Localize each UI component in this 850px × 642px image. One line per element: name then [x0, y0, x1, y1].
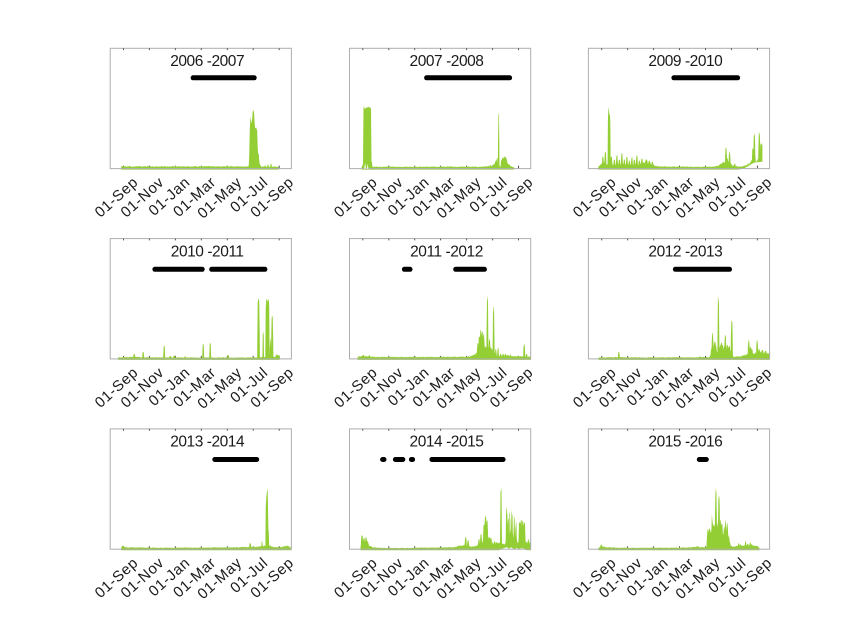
svg-text:2009 -2010: 2009 -2010: [648, 53, 723, 70]
svg-text:2006 -2007: 2006 -2007: [170, 53, 244, 70]
svg-text:2014 -2015: 2014 -2015: [410, 434, 484, 451]
svg-text:2015 -2016: 2015 -2016: [648, 434, 722, 451]
svg-text:2012 -2013: 2012 -2013: [648, 243, 722, 260]
svg-text:2013 -2014: 2013 -2014: [170, 434, 245, 451]
svg-text:2007 -2008: 2007 -2008: [410, 53, 484, 70]
svg-text:2011 -2012: 2011 -2012: [410, 243, 483, 260]
svg-text:2010 -2011: 2010 -2011: [171, 243, 244, 260]
